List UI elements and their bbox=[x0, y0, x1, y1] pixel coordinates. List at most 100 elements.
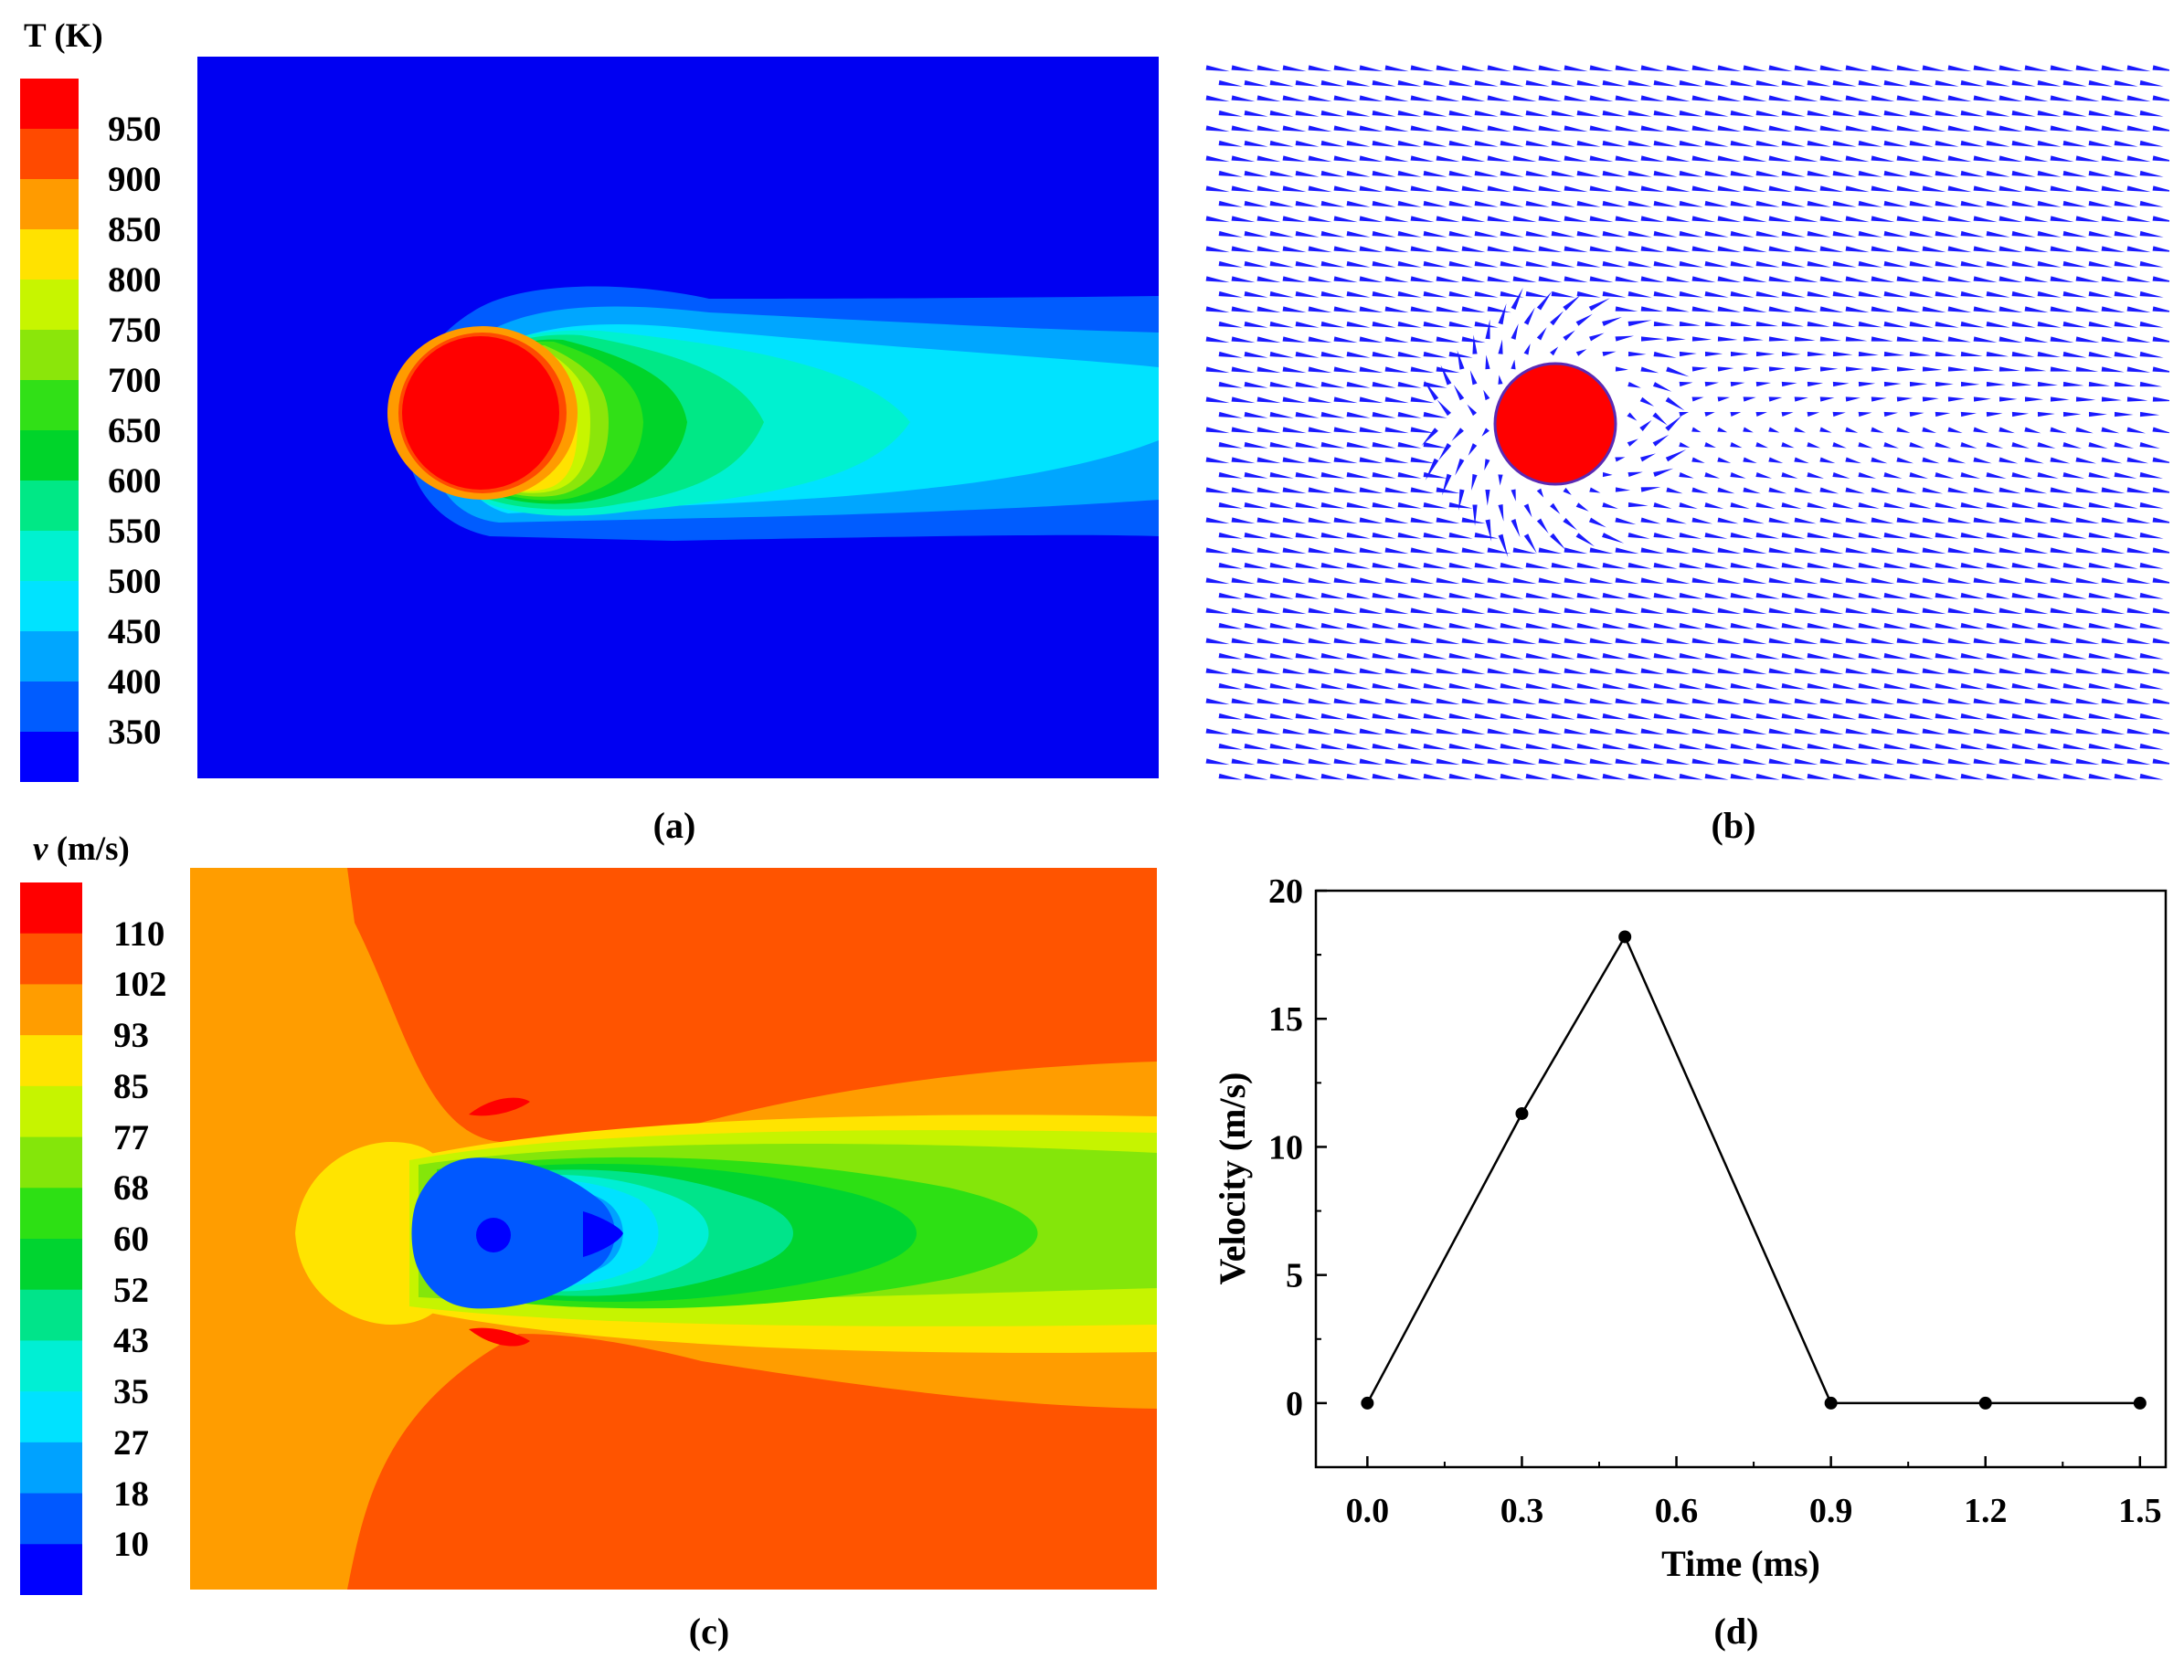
vector-arrow bbox=[1973, 577, 1998, 585]
vector-arrow bbox=[2024, 668, 2049, 675]
vector-arrow bbox=[1269, 713, 1294, 720]
vector-arrow bbox=[1551, 713, 1575, 720]
vector-arrow bbox=[1755, 260, 1780, 268]
vector-arrow bbox=[1602, 622, 1627, 629]
vector-arrow bbox=[1589, 758, 1614, 766]
vector-arrow bbox=[1269, 321, 1294, 328]
vector-arrow bbox=[1410, 487, 1435, 494]
vector-arrow bbox=[1218, 773, 1243, 780]
vector-arrow bbox=[1832, 713, 1857, 720]
vector-arrow bbox=[1998, 155, 2023, 163]
vector-arrow bbox=[2037, 321, 2062, 328]
vector-arrow bbox=[1436, 758, 1460, 766]
vector-arrow bbox=[1576, 230, 1601, 238]
vector-arrow bbox=[1461, 758, 1486, 766]
vector-arrow bbox=[1615, 185, 1639, 193]
vector-arrow bbox=[1423, 713, 1447, 720]
vector-arrow bbox=[2011, 502, 2036, 509]
vector-arrow bbox=[1256, 366, 1281, 374]
vector-arrow bbox=[1295, 79, 1320, 87]
vector-arrow bbox=[1512, 758, 1537, 766]
vector-arrow bbox=[1768, 728, 1793, 735]
vector-arrow bbox=[1474, 230, 1499, 238]
vector-arrow bbox=[1794, 65, 1818, 72]
vector-arrow bbox=[1512, 185, 1537, 193]
vector-arrow bbox=[2050, 276, 2074, 283]
vector-arrow bbox=[1986, 773, 2010, 780]
vector-arrow bbox=[1308, 366, 1332, 374]
vector-arrow bbox=[2101, 306, 2126, 313]
vector-arrow bbox=[1256, 517, 1281, 524]
vector-arrow bbox=[1896, 336, 1920, 342]
vector-arrow bbox=[1487, 246, 1511, 253]
vector-arrow bbox=[1845, 457, 1861, 464]
vector-arrow bbox=[1935, 773, 1959, 780]
vector-arrow bbox=[2011, 622, 2036, 629]
vector-arrow bbox=[2050, 155, 2074, 163]
vector-arrow bbox=[1717, 125, 1742, 132]
vector-arrow bbox=[1781, 381, 1797, 387]
vector-arrow bbox=[1295, 230, 1320, 238]
vector-arrow bbox=[1922, 457, 1940, 464]
vector-arrow bbox=[1986, 351, 2009, 357]
vector-arrow bbox=[1333, 547, 1358, 555]
vector-arrow bbox=[1819, 698, 1844, 705]
vector-arrow bbox=[1538, 155, 1563, 163]
vector-arrow bbox=[1845, 577, 1870, 585]
vector-arrow bbox=[1602, 743, 1627, 750]
vector-arrow bbox=[1794, 758, 1818, 766]
vector-arrow bbox=[1960, 291, 1985, 298]
vector-arrow bbox=[1602, 291, 1627, 298]
vector-arrow bbox=[1730, 622, 1755, 629]
vector-arrow bbox=[1845, 728, 1870, 735]
vector-arrow bbox=[1372, 562, 1396, 569]
vector-arrow bbox=[1512, 668, 1537, 675]
vector-arrow bbox=[1218, 140, 1243, 147]
vector-arrow bbox=[1947, 487, 1969, 494]
vector-arrow bbox=[1511, 519, 1521, 538]
vector-arrow bbox=[1423, 260, 1447, 268]
velocity-colorbar-color-step bbox=[20, 1391, 82, 1443]
vector-arrow bbox=[1346, 321, 1371, 328]
vector-arrow bbox=[1768, 366, 1786, 372]
vector-arrow bbox=[1436, 276, 1460, 283]
vector-arrow bbox=[2050, 366, 2073, 372]
vector-arrow bbox=[1858, 562, 1882, 569]
vector-arrow bbox=[1295, 321, 1320, 328]
vector-arrow bbox=[1666, 155, 1691, 163]
vector-arrow bbox=[1448, 351, 1473, 358]
vector-arrow bbox=[1563, 517, 1577, 531]
vector-arrow bbox=[2126, 155, 2151, 163]
vector-arrow bbox=[1244, 471, 1268, 479]
vector-arrow bbox=[2024, 577, 2049, 585]
vector-arrow bbox=[1615, 155, 1639, 163]
vector-arrow bbox=[1602, 502, 1618, 509]
vector-arrow bbox=[1410, 577, 1435, 585]
vector-arrow bbox=[1218, 682, 1243, 690]
vector-arrow bbox=[1986, 79, 2010, 87]
vector-arrow bbox=[1998, 517, 2023, 524]
vector-arrow bbox=[2126, 427, 2147, 434]
vector-arrow bbox=[1960, 592, 1985, 599]
vector-arrow bbox=[2075, 547, 2100, 555]
vector-arrow bbox=[2062, 652, 2087, 660]
vector-arrow bbox=[1858, 773, 1882, 780]
vector-arrow bbox=[2088, 321, 2113, 328]
vector-arrow bbox=[1679, 743, 1703, 750]
vector-arrow bbox=[1397, 682, 1422, 690]
vector-arrow bbox=[1589, 185, 1614, 193]
vector-arrow bbox=[1244, 532, 1268, 539]
vector-arrow bbox=[1461, 698, 1486, 705]
vector-arrow bbox=[1768, 65, 1793, 72]
vector-arrow bbox=[1615, 95, 1639, 102]
vector-arrow bbox=[1397, 532, 1422, 539]
vector-arrow bbox=[2037, 260, 2062, 268]
vector-arrow bbox=[2152, 457, 2169, 463]
vector-arrow bbox=[1730, 381, 1745, 387]
vector-arrow bbox=[1423, 291, 1447, 298]
vector-arrow bbox=[2037, 230, 2062, 238]
vector-arrow bbox=[2152, 427, 2169, 434]
vector-arrow bbox=[1333, 758, 1358, 766]
vector-arrow bbox=[1781, 652, 1806, 660]
vector-arrow bbox=[2011, 381, 2032, 387]
